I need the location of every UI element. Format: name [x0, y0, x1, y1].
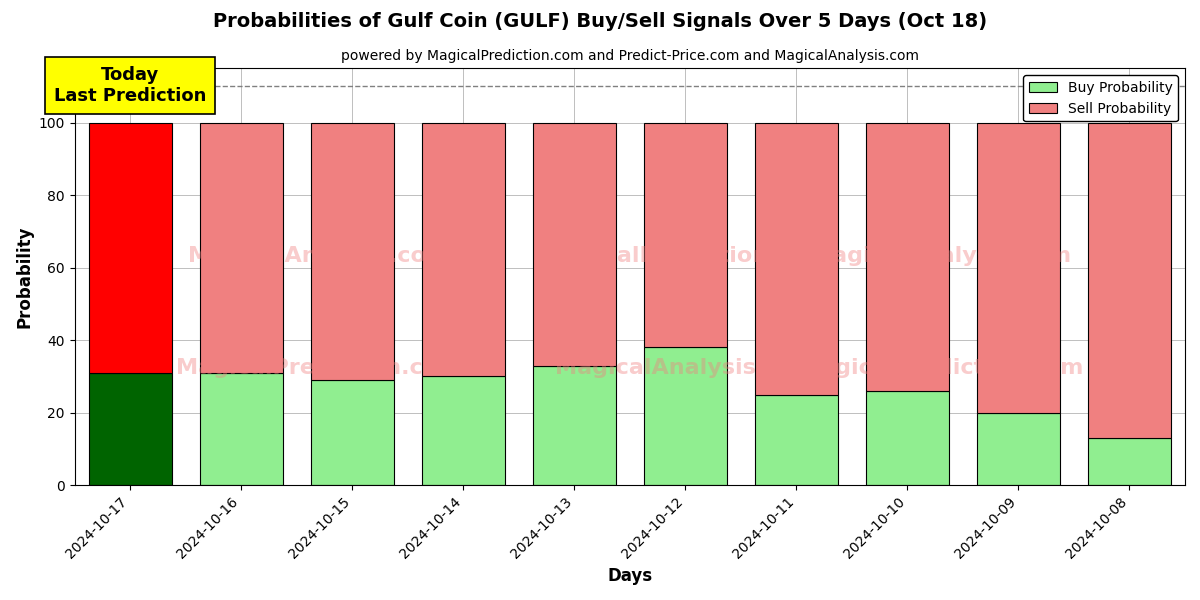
Text: MagicalAnalysis.com: MagicalAnalysis.com — [188, 246, 450, 266]
Bar — [421, 376, 505, 485]
Bar — [1088, 123, 1171, 438]
Text: MagicalAnalysis.com: MagicalAnalysis.com — [554, 358, 816, 379]
Bar — [643, 347, 727, 485]
Bar — [199, 373, 283, 485]
Bar — [89, 373, 172, 485]
Bar — [755, 395, 838, 485]
Y-axis label: Probability: Probability — [16, 226, 34, 328]
Bar — [977, 123, 1060, 413]
Legend: Buy Probability, Sell Probability: Buy Probability, Sell Probability — [1024, 75, 1178, 121]
Bar — [89, 123, 172, 373]
Text: MagicalAnalysis.com: MagicalAnalysis.com — [810, 246, 1072, 266]
Bar — [199, 123, 283, 373]
Bar — [865, 123, 949, 391]
Bar — [421, 123, 505, 376]
Text: MagicalPrediction.com: MagicalPrediction.com — [798, 358, 1084, 379]
Text: Today
Last Prediction: Today Last Prediction — [54, 66, 206, 104]
X-axis label: Days: Days — [607, 567, 653, 585]
Bar — [311, 123, 394, 380]
Bar — [1088, 438, 1171, 485]
Text: Probabilities of Gulf Coin (GULF) Buy/Sell Signals Over 5 Days (Oct 18): Probabilities of Gulf Coin (GULF) Buy/Se… — [212, 12, 988, 31]
Bar — [533, 365, 616, 485]
Bar — [755, 123, 838, 395]
Title: powered by MagicalPrediction.com and Predict-Price.com and MagicalAnalysis.com: powered by MagicalPrediction.com and Pre… — [341, 49, 919, 63]
Bar — [977, 413, 1060, 485]
Bar — [311, 380, 394, 485]
Bar — [643, 123, 727, 347]
Bar — [865, 391, 949, 485]
Bar — [533, 123, 616, 365]
Text: MagicalPrediction.com: MagicalPrediction.com — [176, 358, 462, 379]
Text: MagicalPrediction.com: MagicalPrediction.com — [542, 246, 828, 266]
